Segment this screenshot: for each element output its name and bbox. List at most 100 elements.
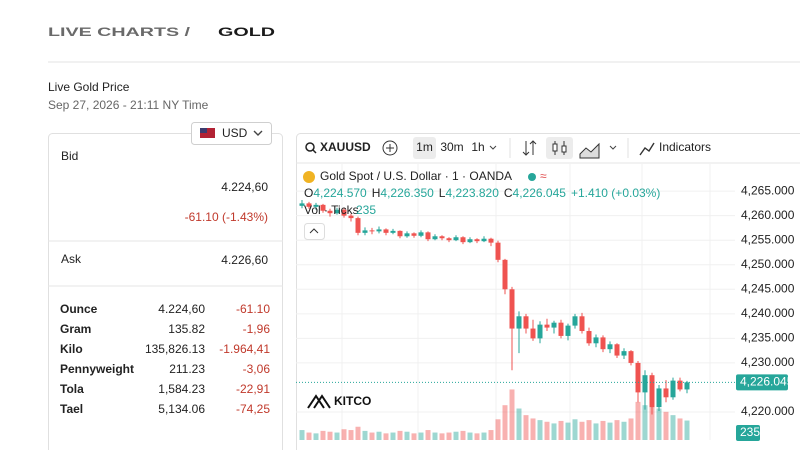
volume-bar <box>334 432 340 440</box>
unit-price: 135,826.13 <box>145 342 205 356</box>
bid-label: Bid <box>61 149 78 163</box>
volume-bar <box>558 420 564 440</box>
candle-body <box>362 230 368 233</box>
symbol[interactable]: XAUUSD <box>320 140 371 154</box>
volume-bar <box>481 432 487 440</box>
unit-name: Gram <box>60 322 91 336</box>
volume-bar <box>656 408 662 440</box>
ohlc-value: 4,224.570 <box>313 186 367 200</box>
interval[interactable]: 1h <box>471 140 484 154</box>
currency-select[interactable]: USD <box>191 122 272 145</box>
chart-panel <box>296 133 800 450</box>
ohlc-key: L <box>439 186 446 200</box>
candle-body <box>642 375 648 393</box>
y-tick-label: 4,235.000 <box>741 331 795 345</box>
chevron <box>609 145 617 150</box>
plot: 4,265.000 4,260.000 4,255.000 4,250.000 4,24… <box>296 164 795 441</box>
status-icon: ≈ <box>540 169 547 183</box>
chevron <box>309 228 319 234</box>
candle-body <box>684 382 690 390</box>
volume-bar <box>446 432 452 440</box>
y-tick-label: 4,250.000 <box>741 257 795 271</box>
volume-bar <box>649 400 655 440</box>
toolbar: XAUUSD 1m 30m 1h Indicators <box>305 137 711 159</box>
volume-bar <box>642 405 648 440</box>
volume-legend: Vol · Ticks <box>304 203 359 217</box>
volume-bar <box>320 430 326 440</box>
candle-body <box>572 316 578 326</box>
volume-bar <box>502 405 508 440</box>
area-icon[interactable] <box>579 142 600 159</box>
bid-price: 4.224,60 <box>221 180 268 194</box>
candle-icon-bg[interactable] <box>546 137 573 159</box>
ask-price: 4.226,60 <box>221 253 268 267</box>
volume-bar <box>523 415 529 440</box>
volume-bar <box>383 433 389 440</box>
candle-icon <box>561 145 567 153</box>
candle-body <box>467 239 473 243</box>
unit-change: -1,96 <box>243 322 271 336</box>
volume-bar <box>474 433 480 440</box>
compare-icon[interactable] <box>522 140 537 156</box>
interval[interactable]: 1m <box>416 140 433 154</box>
candle-body <box>537 324 543 339</box>
unit-price: 135.82 <box>168 322 205 336</box>
y-tick-label: 4,220.000 <box>741 404 795 418</box>
unit-price: 5,134.06 <box>158 402 205 416</box>
search-icon <box>312 149 317 154</box>
volume-bar <box>453 431 459 440</box>
candle-body <box>355 218 361 233</box>
volume-bar <box>621 421 627 440</box>
volume-bar <box>418 432 424 440</box>
add-icon[interactable] <box>382 140 398 156</box>
candle-body <box>502 259 508 290</box>
volume-bar <box>572 419 578 440</box>
volume-label: 235 <box>740 425 760 439</box>
volume-bar <box>432 432 438 440</box>
candle-body <box>558 322 564 336</box>
watermark-logo <box>307 394 331 409</box>
volume-bar <box>299 430 305 440</box>
unit-name: Tael <box>60 402 83 416</box>
indicators-button[interactable]: Indicators <box>659 140 711 154</box>
candle-body <box>495 242 501 260</box>
volume-bar <box>586 420 592 440</box>
volume-bar <box>425 430 431 440</box>
ohlc-legend: O4,224.570 H4,226.350 L4,223.820 C4,226.045… <box>304 186 660 200</box>
candle-body <box>383 229 389 233</box>
currency-label[interactable]: USD <box>222 126 248 140</box>
y-tick-label: 4,265.000 <box>741 183 795 197</box>
candle-body <box>663 388 669 398</box>
volume-bar <box>628 418 634 440</box>
interval-active <box>413 137 436 159</box>
volume-bar <box>306 432 312 440</box>
candle-body <box>656 388 662 408</box>
market-status <box>528 173 536 181</box>
unit-change: -74,25 <box>236 402 270 416</box>
candle-body <box>649 375 655 408</box>
candle-body <box>635 362 641 393</box>
volume-bar <box>348 430 354 440</box>
volume-bar <box>663 411 669 440</box>
candle-body <box>418 232 424 236</box>
volume-bar <box>635 401 641 440</box>
interval[interactable]: 30m <box>440 140 463 154</box>
indicators-icon <box>639 142 655 156</box>
volume-bar <box>362 430 368 440</box>
candle-body <box>320 204 326 211</box>
candle-body <box>523 316 529 329</box>
candle-body <box>327 210 333 214</box>
candle-body <box>600 337 606 350</box>
collapse-button[interactable] <box>304 223 325 240</box>
chevron <box>253 130 263 136</box>
unit-name: Pennyweight <box>60 362 134 376</box>
volume-badge <box>736 425 760 441</box>
ohlc-key: O <box>304 186 313 200</box>
volume-bar <box>467 432 473 440</box>
volume-bar <box>607 422 613 440</box>
volume-bar <box>670 415 676 440</box>
candle-body <box>425 232 431 240</box>
volume-bar <box>355 426 361 440</box>
unit-price: 4.224,60 <box>158 302 205 316</box>
